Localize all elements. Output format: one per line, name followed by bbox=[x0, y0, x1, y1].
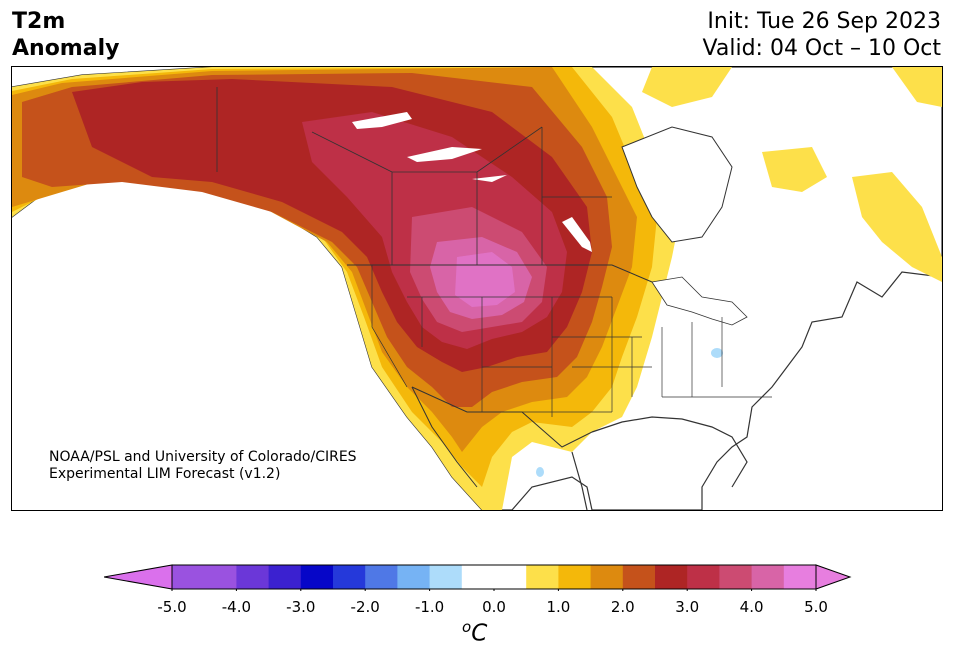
colorbar-bin bbox=[719, 565, 753, 589]
colorbar-bin bbox=[236, 565, 270, 589]
colorbar-bin bbox=[751, 565, 785, 589]
cool-anomaly-mexico bbox=[536, 467, 544, 477]
credit-line-1: NOAA/PSL and University of Colorado/CIRE… bbox=[49, 449, 357, 465]
anomaly-core bbox=[455, 252, 515, 307]
colorbar-bin bbox=[526, 565, 559, 589]
colorbar-tick-label: 3.0 bbox=[675, 598, 700, 616]
credit-line-2: Experimental LIM Forecast (v1.2) bbox=[49, 466, 281, 482]
forecast-dates: Init: Tue 26 Sep 2023 Valid: 04 Oct – 10… bbox=[703, 8, 941, 62]
baja-peninsula bbox=[411, 386, 478, 488]
great-lakes bbox=[651, 276, 748, 326]
colorbar-bin bbox=[397, 565, 431, 589]
hudson-bay bbox=[621, 126, 733, 243]
colorbar-bin bbox=[687, 565, 720, 589]
colorbar-bin bbox=[333, 565, 366, 589]
province-borders bbox=[216, 87, 612, 265]
colorbar-bin bbox=[172, 565, 205, 589]
colorbar-tick-label: 2.0 bbox=[610, 598, 635, 616]
colorbar-bin bbox=[300, 565, 334, 589]
us-canada-border bbox=[347, 264, 653, 283]
anomaly-band-yellow-arctic2 bbox=[892, 67, 942, 107]
colorbar-bin bbox=[655, 565, 688, 589]
unit-label: oC bbox=[462, 618, 488, 647]
colorbar-tick-label: 1.0 bbox=[546, 598, 571, 616]
colorbar-tick-label: 4.0 bbox=[739, 598, 764, 616]
colorbar-bin bbox=[622, 565, 656, 589]
colorbar-tick-label: -2.0 bbox=[350, 598, 380, 616]
lake-athabasca bbox=[472, 175, 507, 182]
colorbar-bin bbox=[429, 565, 463, 589]
credit-note: NOAA/PSL and University of Colorado/CIRE… bbox=[49, 449, 357, 483]
colorbar-bin bbox=[268, 565, 302, 589]
title-line-2: Anomaly bbox=[12, 36, 120, 61]
anomaly-map-svg bbox=[12, 67, 942, 510]
valid-range: Valid: 04 Oct – 10 Oct bbox=[702, 36, 941, 61]
great-slave-lake bbox=[352, 112, 412, 129]
colorbar-bin bbox=[461, 565, 527, 589]
map-title: T2m Anomaly bbox=[12, 8, 119, 62]
colorbar-tick-label: -3.0 bbox=[286, 598, 316, 616]
colorbar-bin bbox=[783, 565, 817, 589]
colorbar-tick-label: 0.0 bbox=[482, 598, 506, 616]
anomaly-band-yellow-east bbox=[762, 147, 827, 192]
title-line-1: T2m bbox=[12, 9, 66, 34]
colorbar-bin bbox=[558, 565, 592, 589]
colorbar-under-arrow bbox=[104, 564, 173, 590]
colorbar-tick-label: -4.0 bbox=[221, 598, 252, 616]
colorbar-tick-label: -5.0 bbox=[157, 598, 187, 616]
cool-anomaly-ohio bbox=[711, 348, 723, 358]
colorbar-bin bbox=[590, 565, 624, 589]
anomaly-band-yellow-arctic bbox=[642, 67, 732, 107]
great-bear-lake bbox=[407, 147, 482, 162]
anomaly-map bbox=[11, 66, 943, 511]
mexico-border bbox=[411, 386, 593, 448]
colorbar-bin bbox=[365, 565, 398, 589]
gulf-coast bbox=[571, 416, 748, 510]
init-date: Init: Tue 26 Sep 2023 bbox=[707, 9, 941, 34]
colorbar-tick-label: 5.0 bbox=[804, 598, 828, 616]
colorbar bbox=[104, 564, 852, 591]
state-borders bbox=[371, 265, 772, 417]
anomaly-band-yellow-ne bbox=[852, 172, 942, 282]
lake-winnipeg bbox=[562, 217, 592, 252]
colorbar-bin bbox=[204, 565, 237, 589]
colorbar-over-arrow bbox=[815, 564, 852, 590]
colorbar-tick-label: -1.0 bbox=[414, 598, 445, 616]
